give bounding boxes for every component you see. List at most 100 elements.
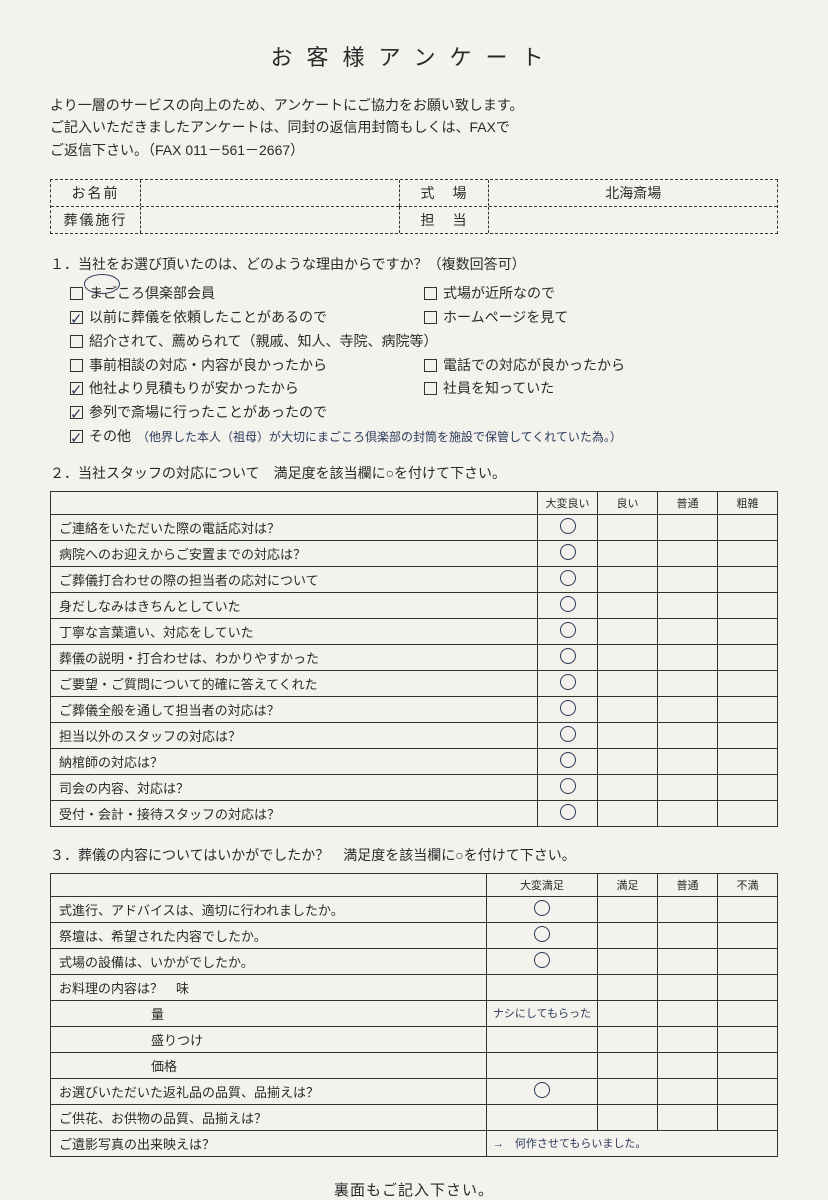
rating-cell[interactable] bbox=[658, 1104, 718, 1130]
rating-cell[interactable] bbox=[658, 540, 718, 566]
rating-cell[interactable] bbox=[658, 696, 718, 722]
rating-cell[interactable] bbox=[658, 644, 718, 670]
rating-cell[interactable]: ナシにしてもらった bbox=[486, 1000, 597, 1026]
rating-cell[interactable] bbox=[658, 922, 718, 948]
rating-cell[interactable] bbox=[538, 748, 598, 774]
checkbox-icon[interactable] bbox=[70, 311, 83, 324]
rating-cell[interactable] bbox=[598, 1000, 658, 1026]
rating-cell[interactable] bbox=[658, 618, 718, 644]
checkbox-item[interactable]: 紹介されて、薦められて（親戚、知人、寺院、病院等） bbox=[70, 330, 778, 354]
rating-cell[interactable] bbox=[486, 896, 597, 922]
rating-cell[interactable] bbox=[598, 722, 658, 748]
rating-cell[interactable] bbox=[658, 1000, 718, 1026]
rating-cell[interactable] bbox=[658, 670, 718, 696]
rating-cell[interactable] bbox=[718, 618, 778, 644]
rating-cell[interactable] bbox=[486, 922, 597, 948]
rating-cell[interactable] bbox=[598, 592, 658, 618]
rating-cell[interactable] bbox=[658, 774, 718, 800]
rating-cell[interactable] bbox=[538, 800, 598, 826]
rating-cell[interactable] bbox=[658, 1026, 718, 1052]
rating-cell[interactable] bbox=[598, 670, 658, 696]
checkbox-item[interactable]: その他（他界した本人（祖母）が大切にまごころ倶楽部の封筒を施設で保管してくれてい… bbox=[70, 425, 778, 449]
rating-cell[interactable] bbox=[538, 774, 598, 800]
rating-cell[interactable] bbox=[718, 774, 778, 800]
rating-cell[interactable] bbox=[538, 592, 598, 618]
rating-cell[interactable] bbox=[598, 1104, 658, 1130]
rating-cell[interactable] bbox=[598, 514, 658, 540]
rating-cell[interactable] bbox=[718, 566, 778, 592]
checkbox-item[interactable]: ホームページを見て bbox=[424, 306, 778, 330]
rating-cell[interactable] bbox=[486, 974, 597, 1000]
checkbox-icon[interactable] bbox=[70, 382, 83, 395]
checkbox-icon[interactable] bbox=[70, 335, 83, 348]
checkbox-icon[interactable] bbox=[70, 287, 83, 300]
rating-cell[interactable] bbox=[718, 896, 778, 922]
checkbox-item[interactable]: まごころ倶楽部会員 bbox=[70, 282, 424, 306]
rating-cell[interactable] bbox=[658, 1052, 718, 1078]
rating-cell[interactable] bbox=[486, 1104, 597, 1130]
rating-cell[interactable] bbox=[598, 748, 658, 774]
checkbox-item[interactable]: 事前相談の対応・内容が良かったから bbox=[70, 354, 424, 378]
rating-cell[interactable] bbox=[718, 800, 778, 826]
rating-cell[interactable] bbox=[598, 774, 658, 800]
checkbox-icon[interactable] bbox=[424, 311, 437, 324]
rating-cell[interactable] bbox=[538, 514, 598, 540]
rating-cell[interactable] bbox=[718, 748, 778, 774]
rating-cell[interactable] bbox=[598, 1052, 658, 1078]
rating-cell[interactable] bbox=[538, 670, 598, 696]
checkbox-item[interactable]: 電話での対応が良かったから bbox=[424, 354, 778, 378]
rating-cell[interactable] bbox=[598, 800, 658, 826]
rating-cell[interactable] bbox=[598, 896, 658, 922]
rating-cell[interactable] bbox=[718, 540, 778, 566]
checkbox-item[interactable]: 以前に葬儀を依頼したことがあるので bbox=[70, 306, 424, 330]
rating-cell[interactable] bbox=[486, 948, 597, 974]
rating-cell[interactable] bbox=[538, 722, 598, 748]
rating-cell[interactable] bbox=[538, 696, 598, 722]
rating-cell[interactable] bbox=[658, 722, 718, 748]
rating-cell[interactable] bbox=[718, 1000, 778, 1026]
checkbox-icon[interactable] bbox=[70, 406, 83, 419]
checkbox-icon[interactable] bbox=[70, 430, 83, 443]
rating-cell[interactable] bbox=[718, 696, 778, 722]
rating-cell[interactable] bbox=[598, 618, 658, 644]
rating-cell[interactable] bbox=[718, 514, 778, 540]
rating-cell[interactable] bbox=[658, 514, 718, 540]
rating-cell[interactable] bbox=[718, 922, 778, 948]
rating-cell[interactable] bbox=[658, 748, 718, 774]
rating-cell[interactable] bbox=[598, 1026, 658, 1052]
rating-cell[interactable] bbox=[658, 974, 718, 1000]
checkbox-item[interactable]: 他社より見積もりが安かったから bbox=[70, 377, 424, 401]
checkbox-icon[interactable] bbox=[424, 287, 437, 300]
rating-cell[interactable] bbox=[598, 922, 658, 948]
rating-cell[interactable] bbox=[658, 948, 718, 974]
checkbox-item[interactable]: 式場が近所なので bbox=[424, 282, 778, 306]
rating-cell[interactable] bbox=[718, 644, 778, 670]
rating-cell[interactable] bbox=[598, 566, 658, 592]
rating-cell[interactable] bbox=[486, 1052, 597, 1078]
rating-cell[interactable] bbox=[598, 974, 658, 1000]
rating-cell[interactable] bbox=[486, 1078, 597, 1104]
rating-cell[interactable] bbox=[538, 566, 598, 592]
rating-cell[interactable] bbox=[598, 644, 658, 670]
rating-cell[interactable] bbox=[718, 670, 778, 696]
rating-cell[interactable] bbox=[598, 696, 658, 722]
rating-cell[interactable] bbox=[598, 1078, 658, 1104]
checkbox-icon[interactable] bbox=[424, 359, 437, 372]
checkbox-item[interactable]: 社員を知っていた bbox=[424, 377, 778, 401]
rating-cell[interactable] bbox=[658, 566, 718, 592]
rating-cell[interactable] bbox=[538, 540, 598, 566]
checkbox-icon[interactable] bbox=[424, 382, 437, 395]
rating-cell[interactable] bbox=[718, 1104, 778, 1130]
rating-cell[interactable] bbox=[538, 644, 598, 670]
rating-cell[interactable] bbox=[658, 592, 718, 618]
rating-cell[interactable] bbox=[658, 896, 718, 922]
rating-cell[interactable] bbox=[538, 618, 598, 644]
rating-cell[interactable] bbox=[718, 1052, 778, 1078]
rating-cell[interactable] bbox=[718, 722, 778, 748]
rating-cell[interactable] bbox=[658, 1078, 718, 1104]
rating-cell[interactable] bbox=[598, 540, 658, 566]
rating-cell[interactable] bbox=[658, 800, 718, 826]
checkbox-icon[interactable] bbox=[70, 359, 83, 372]
rating-cell[interactable] bbox=[718, 1026, 778, 1052]
rating-cell[interactable] bbox=[718, 1078, 778, 1104]
